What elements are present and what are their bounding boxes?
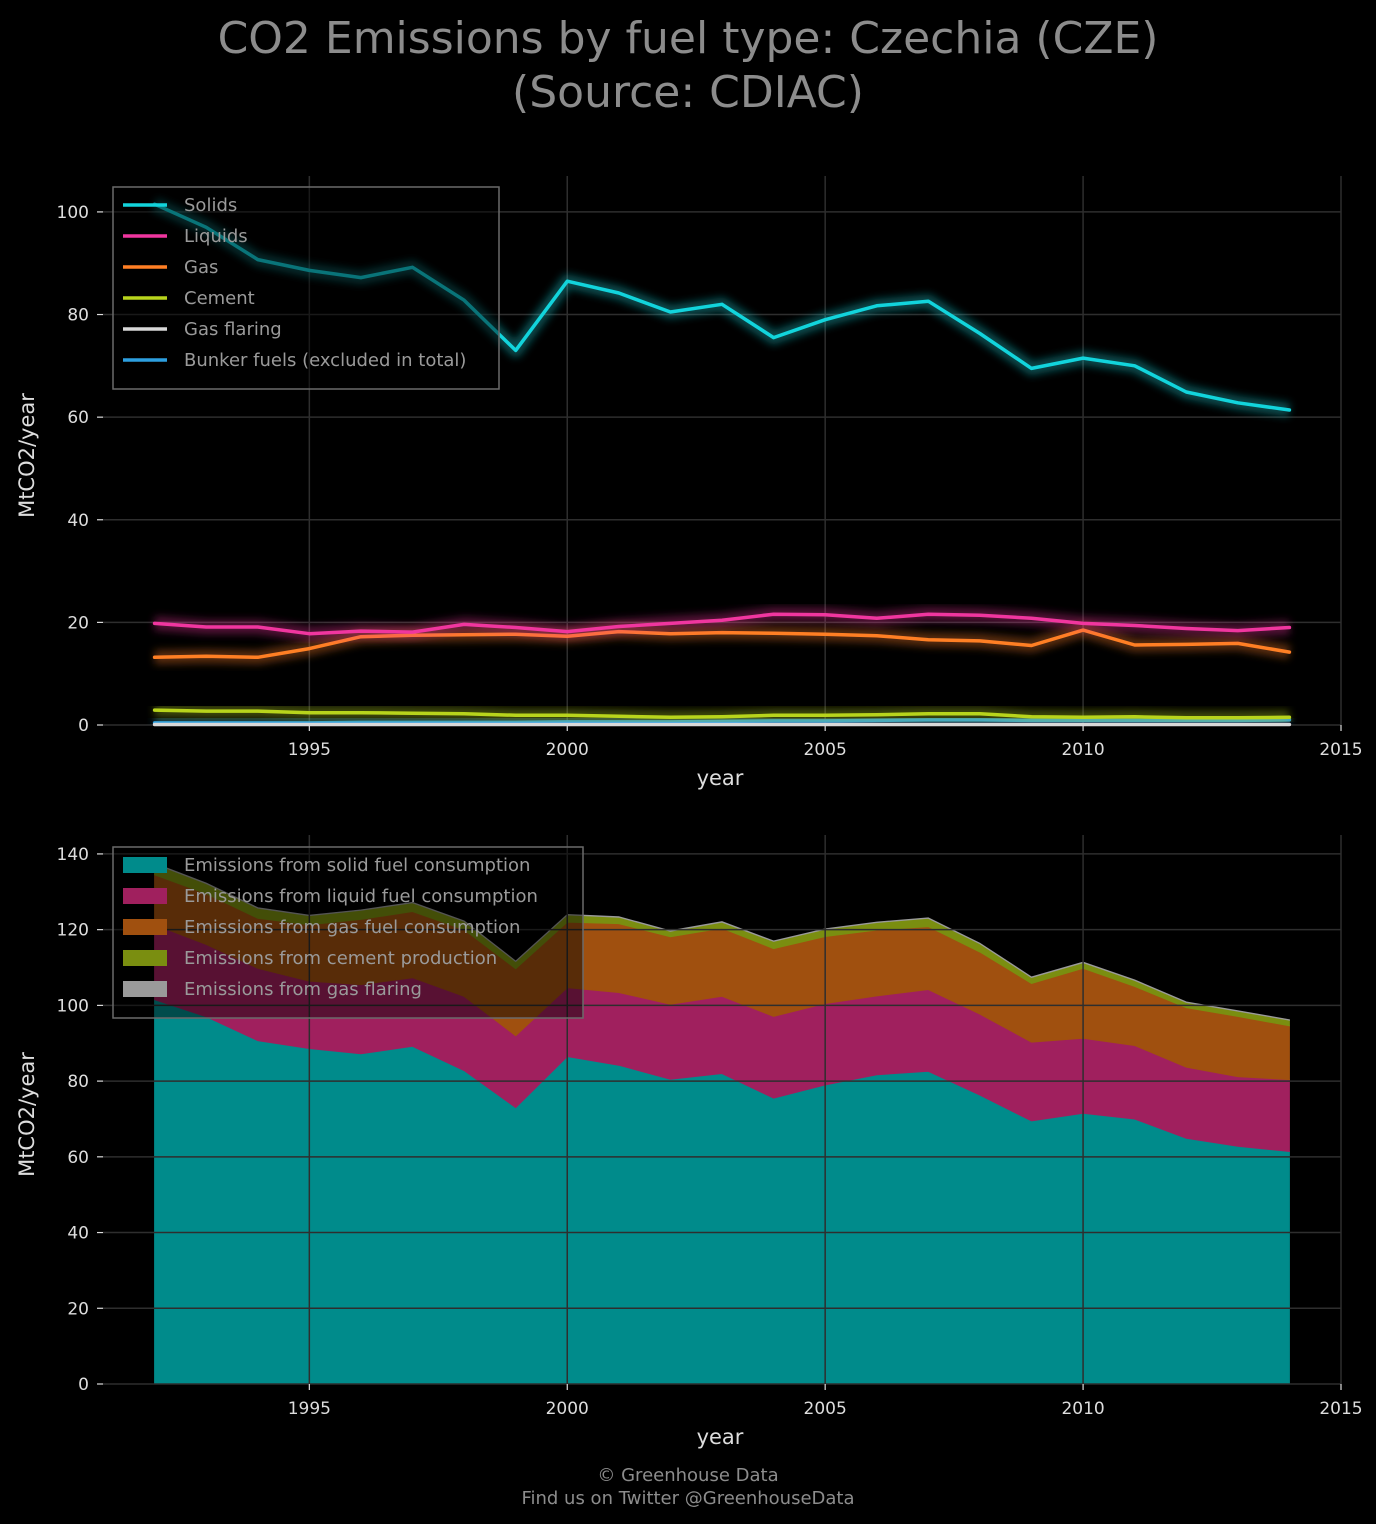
x-tick-label: 2005: [804, 740, 847, 760]
y-axis-label: MtCO2/year: [15, 1052, 39, 1177]
y-axis-label: MtCO2/year: [15, 393, 39, 518]
y-tick-label: 60: [67, 1148, 89, 1168]
legend-swatch: [123, 857, 167, 873]
x-tick-label: 2010: [1061, 740, 1104, 760]
legend-entry-emissions-from-solid-fuel-consumption: Emissions from solid fuel consumption: [184, 855, 530, 876]
y-tick-label: 40: [67, 1224, 89, 1244]
legend-swatch: [123, 888, 167, 904]
stacked-area-chart: 1995 2000 2005 2010 2015 0 20 40 60 80 100 120 140 ye…: [15, 835, 1363, 1449]
y-tick-label: 80: [67, 306, 89, 326]
legend-box: [112, 846, 584, 1019]
legend-entry-cement: Cement: [184, 288, 255, 309]
x-tick-label: 2005: [804, 1399, 847, 1419]
line-chart: 1995 2000 2005 2010 2015 0 20 40 60 80 100 year MtCO…: [15, 176, 1363, 790]
x-axis-label: year: [697, 766, 744, 790]
x-tick-label: 2000: [546, 740, 589, 760]
y-tick-label: 20: [67, 613, 89, 633]
y-tick-label: 100: [57, 203, 89, 223]
y-tick-label: 140: [57, 845, 89, 865]
y-tick-label: 40: [67, 511, 89, 531]
legend-box: [112, 186, 500, 390]
x-tick-label: 2000: [546, 1399, 589, 1419]
y-tick-label: 0: [78, 716, 89, 736]
legend-entry-emissions-from-liquid-fuel-consumption: Emissions from liquid fuel consumption: [184, 886, 538, 907]
legend-entry-emissions-from-gas-flaring: Emissions from gas flaring: [184, 979, 422, 1000]
x-axis-label: year: [697, 1425, 744, 1449]
legend-swatch: [123, 950, 167, 966]
chart-title-line1: CO2 Emissions by fuel type: Czechia (CZE…: [217, 13, 1159, 64]
legend-entry-gas-flaring: Gas flaring: [184, 319, 282, 340]
y-tick-label: 100: [57, 996, 89, 1016]
chart-title: CO2 Emissions by fuel type: Czechia (CZE…: [0, 12, 1376, 120]
y-tick-label: 0: [78, 1375, 89, 1395]
legend-swatch: [123, 919, 167, 935]
y-tick-label: 80: [67, 1072, 89, 1092]
x-tick-label: 1995: [288, 1399, 331, 1419]
legend-entry-gas: Gas: [184, 257, 218, 278]
chart-title-line2: (Source: CDIAC): [512, 67, 864, 118]
legend-swatch: [123, 981, 167, 997]
legend-entry-liquids: Liquids: [184, 226, 248, 247]
legend-entry-solids: Solids: [184, 195, 237, 216]
footer-twitter: Find us on Twitter @GreenhouseData: [521, 1488, 855, 1509]
legend-entry-emissions-from-cement-production: Emissions from cement production: [184, 948, 497, 969]
x-tick-label: 2015: [1319, 740, 1362, 760]
footer-copyright: © Greenhouse Data: [597, 1465, 779, 1486]
x-tick-label: 2010: [1061, 1399, 1104, 1419]
legend-entry-bunker-fuels-excluded-in-total: Bunker fuels (excluded in total): [184, 350, 466, 371]
y-tick-label: 60: [67, 408, 89, 428]
footer: © Greenhouse Data Find us on Twitter @Gr…: [0, 1464, 1376, 1510]
x-tick-label: 2015: [1319, 1399, 1362, 1419]
x-tick-label: 1995: [288, 740, 331, 760]
y-tick-label: 20: [67, 1299, 89, 1319]
y-tick-label: 120: [57, 921, 89, 941]
legend-entry-emissions-from-gas-fuel-consumption: Emissions from gas fuel consumption: [184, 917, 520, 938]
